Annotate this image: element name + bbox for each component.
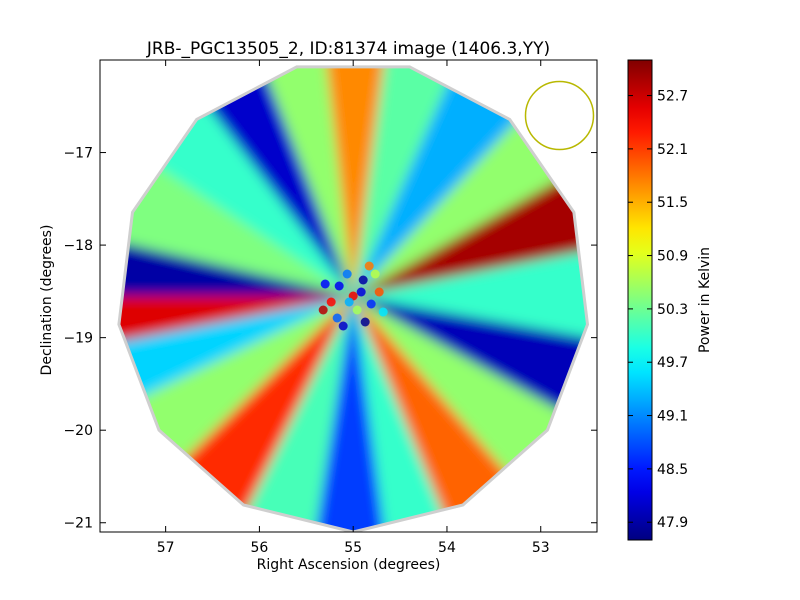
colorbar-tick-label: 48.5 [657,462,688,478]
heatmap-ray [152,66,354,296]
center-speckle [352,305,362,315]
heatmap-ray [118,113,354,296]
heatmap-ray [353,296,480,532]
colorbar-tick-label: 47.9 [657,515,688,531]
plot-frame [99,59,598,533]
center-speckle [326,297,336,307]
heatmap-ray [118,221,354,296]
colorbar-tick-label: 49.7 [657,355,688,371]
center-speckle [338,321,348,331]
heatmap-ray [353,232,588,354]
y-tick-label: −17 [63,146,93,162]
colorbar-tick-label: 50.9 [657,249,688,265]
y-axis-label: Declination (degrees) [39,225,55,376]
disc-outline [117,65,590,532]
center-speckle [366,299,376,309]
center-speckle [356,287,366,297]
heatmap-ray [353,296,588,457]
colorbar-tick-label: 52.1 [657,142,688,158]
y-tick-label: −21 [63,516,93,532]
center-speckle [342,269,352,279]
beam-marker [524,80,595,151]
chart-title: JRB-_PGC13505_2, ID:81374 image (1406.3,… [146,39,550,59]
colorbar: 47.9 48.5 49.1 49.7 50.3 50.9 51.5 52.1 52.7 Pow… [627,59,713,541]
heatmap-ray [301,296,397,532]
heatmap-ray [315,66,397,296]
center-speckle [364,261,374,271]
heatmap-ray [353,133,588,296]
x-tick-label: 54 [438,540,456,556]
center-speckle [320,279,330,289]
colorbar-label: Power in Kelvin [697,247,713,353]
center-speckle [370,269,380,279]
x-tick-label: 53 [532,540,550,556]
colorbar-gradient [627,59,653,541]
y-tick-label: −18 [63,238,93,254]
heatmap-ray [232,66,354,296]
colorbar-tick-label: 52.7 [657,89,688,105]
heatmap-ray [353,66,488,296]
y-tick-label: −20 [63,423,93,439]
colorbar-tick-label: 50.3 [657,302,688,318]
plot-area: 57 56 55 54 53 −17 −18 −19 −20 −21 [63,59,598,556]
colorbar-tick-label: 49.1 [657,409,688,425]
heatmap-ray [118,296,354,439]
heatmap-ray [118,296,354,360]
y-tick-label: −19 [63,331,93,347]
center-speckle [344,297,354,307]
center-speckle [360,317,370,327]
x-tick-label: 55 [344,540,362,556]
heatmap-ray [205,296,354,532]
x-tick-label: 56 [251,540,269,556]
center-speckle [374,287,384,297]
center-speckle [358,275,368,285]
x-tick-label: 57 [157,540,175,556]
center-speckle [334,281,344,291]
center-speckle [332,313,342,323]
center-speckle [318,305,328,315]
center-speckle [378,307,388,317]
x-axis-label: Right Ascension (degrees) [257,557,441,573]
colorbar-tick-label: 51.5 [657,195,688,211]
